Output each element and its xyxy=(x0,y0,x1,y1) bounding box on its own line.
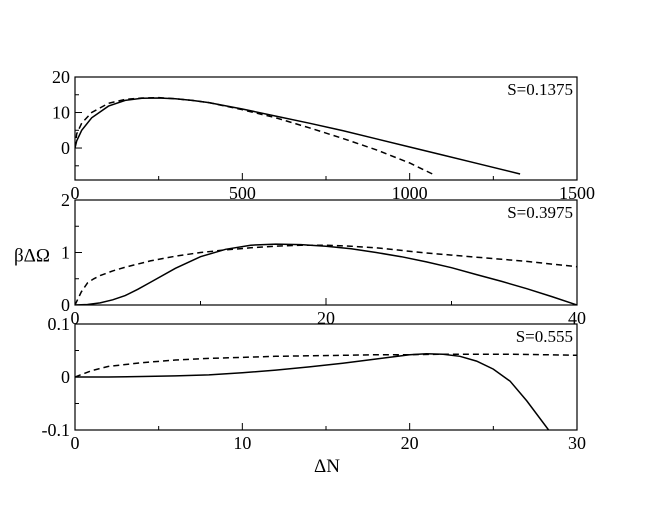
y-axis-title: βΔΩ xyxy=(14,245,50,266)
panel-annotation: S=0.3975 xyxy=(507,203,573,222)
series-line-dashed xyxy=(75,244,577,305)
x-tick-label: 0 xyxy=(71,308,80,328)
x-tick-label: 500 xyxy=(229,183,256,203)
y-tick-label: 0 xyxy=(61,138,70,158)
panel-2: 0 20 40 0 1 2 S=0.3975 xyxy=(61,190,586,328)
y-tick-label: 10 xyxy=(52,103,70,123)
x-axis-title: ΔN xyxy=(314,456,340,477)
series-line-solid xyxy=(75,97,521,175)
plot-frame xyxy=(74,76,578,181)
x-tick-label: 0 xyxy=(71,183,80,203)
x-tick-label: 30 xyxy=(568,433,586,453)
series-line-dashed xyxy=(75,96,434,175)
panel-annotation: S=0.555 xyxy=(516,327,573,346)
panel-annotation: S=0.1375 xyxy=(507,80,573,99)
x-tick-label: 1500 xyxy=(559,183,595,203)
y-tick-label: 0.1 xyxy=(48,314,71,334)
series-line-solid xyxy=(75,352,550,430)
x-tick-label: 20 xyxy=(317,308,335,328)
x-tick-label: 10 xyxy=(233,433,251,453)
x-tick-label: 20 xyxy=(401,433,419,453)
series-group xyxy=(75,243,577,305)
y-tick-label: 20 xyxy=(52,67,70,87)
plot-frame xyxy=(74,199,578,306)
series-line-dashed xyxy=(75,353,577,378)
x-tick-label: 40 xyxy=(568,308,586,328)
x-tick-label: 0 xyxy=(71,433,80,453)
y-tick-label: 0 xyxy=(61,295,70,315)
series-group xyxy=(75,96,521,175)
series-line-solid xyxy=(75,243,577,305)
series-group xyxy=(75,352,577,430)
x-tick-label: 1000 xyxy=(392,183,428,203)
y-tick-label: -0.1 xyxy=(42,420,71,440)
panel-1: 0 500 1000 1500 0 10 20 S=0.1375 xyxy=(52,67,595,203)
y-tick-label: 1 xyxy=(61,243,70,263)
panel-3: 0 10 20 30-0.100.1S=0.555 xyxy=(42,314,587,453)
y-tick-label: 2 xyxy=(61,190,70,210)
y-tick-label: 0 xyxy=(61,367,70,387)
